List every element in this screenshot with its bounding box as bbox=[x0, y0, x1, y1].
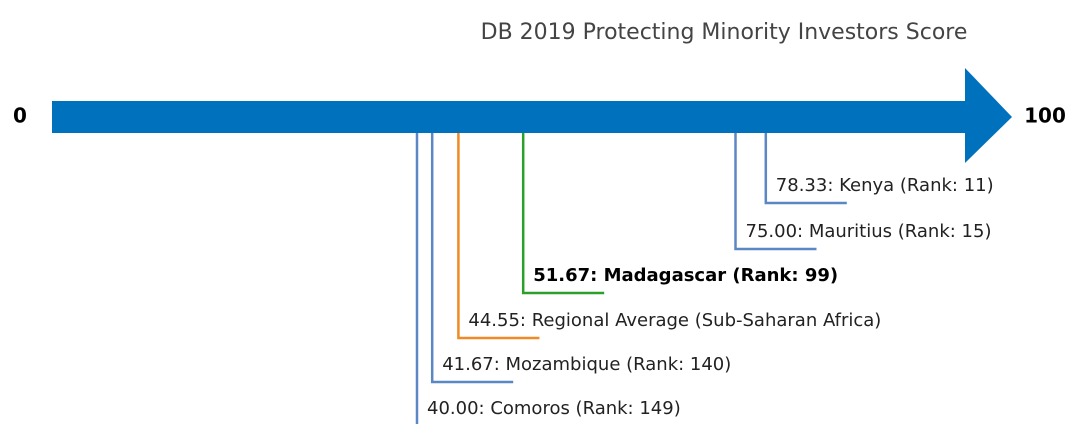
marker-line bbox=[457, 133, 540, 340]
x-tick-label: 100 bbox=[1024, 104, 1066, 128]
value-label: 51.67: Madagascar (Rank: 99) bbox=[533, 265, 838, 286]
value-label: 75.00: Mauritius (Rank: 15) bbox=[746, 221, 992, 242]
value-label: 78.33: Kenya (Rank: 11) bbox=[776, 175, 994, 196]
value-label: 44.55: Regional Average (Sub-Saharan Afr… bbox=[468, 310, 881, 331]
marker-line bbox=[521, 133, 605, 295]
value-label: 40.00: Comoros (Rank: 149) bbox=[427, 398, 681, 419]
marker-line bbox=[430, 133, 514, 384]
axis-arrow-body bbox=[52, 101, 965, 133]
value-label: 41.67: Mozambique (Rank: 140) bbox=[442, 354, 731, 375]
chart-title: DB 2019 Protecting Minority Investors Sc… bbox=[481, 20, 968, 45]
axis-arrow-head bbox=[965, 68, 1012, 163]
x-tick-label: 0 bbox=[13, 104, 27, 128]
marker-line bbox=[734, 133, 817, 251]
marker-line bbox=[764, 133, 847, 205]
